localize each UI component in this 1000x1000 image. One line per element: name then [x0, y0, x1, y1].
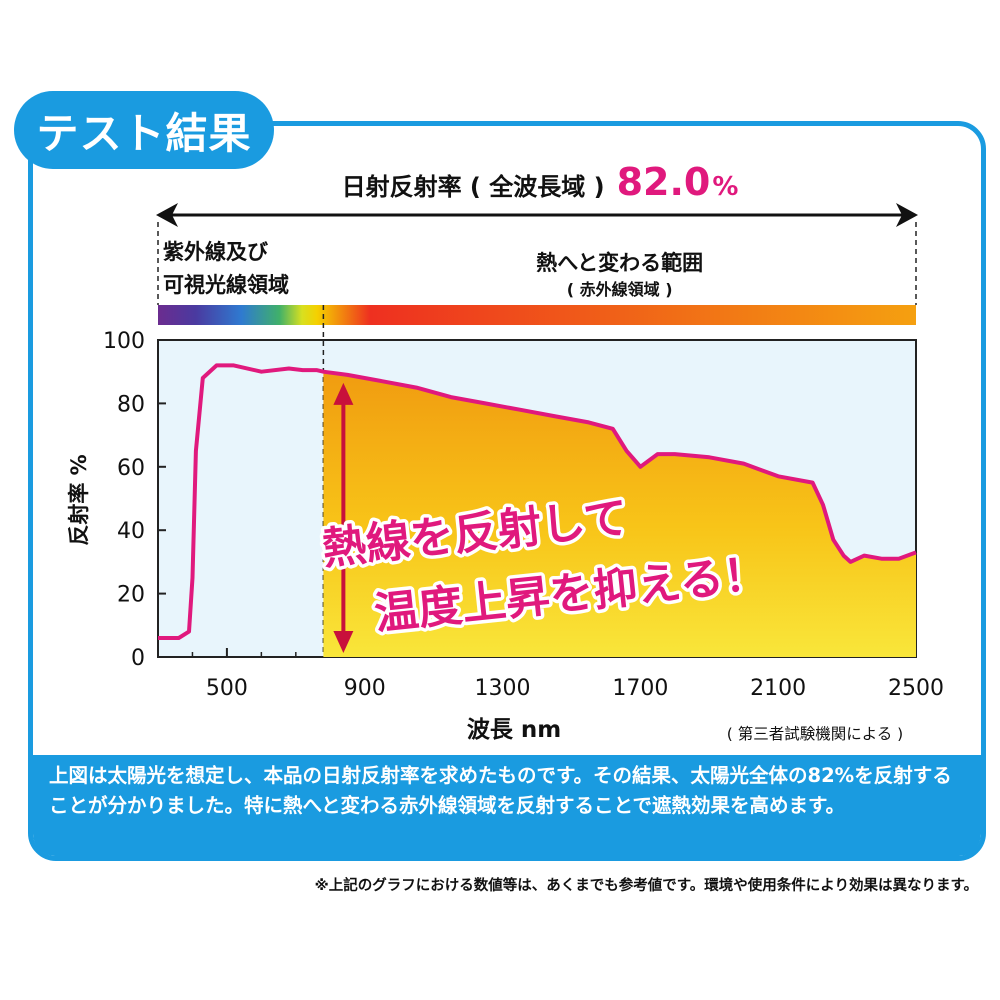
- headline-value: 82.0: [616, 160, 711, 204]
- heat-arrow-bottom: [333, 631, 354, 653]
- uv-region-label-1: 紫外線及び: [163, 240, 268, 264]
- uv-region-label-2: 可視光線領域: [163, 273, 289, 297]
- headline: 日射反射率 ( 全波長域 ) 82.0 %: [160, 160, 920, 210]
- spectrum-bar: [158, 305, 916, 325]
- title-text: テスト結果: [36, 108, 252, 158]
- ir-region-sub: ( 赤外線領域 ): [567, 280, 673, 299]
- y-tick-label: 80: [117, 392, 145, 417]
- heat-arrow-top: [333, 382, 354, 405]
- source-note: ( 第三者試験機関による ): [727, 725, 903, 743]
- y-tick-label: 40: [117, 519, 145, 544]
- x-tick-label: 1300: [475, 676, 531, 701]
- x-tick-label: 900: [344, 676, 386, 701]
- headline-label: 日射反射率 ( 全波長域 ): [341, 173, 605, 201]
- x-axis-label: 波長 nm: [467, 717, 561, 743]
- x-tick-label: 1700: [612, 676, 668, 701]
- summary-panel: 上図は太陽光を想定し、本品の日射反射率を求めたものです。その結果、太陽光全体の8…: [33, 755, 981, 856]
- x-tick-label: 500: [206, 676, 248, 701]
- title-tab: テスト結果: [14, 91, 274, 169]
- y-tick-label: 100: [103, 329, 145, 354]
- y-axis-label: 反射率 %: [67, 454, 91, 545]
- range-arrow-right: [896, 203, 918, 227]
- headline-unit: %: [712, 172, 739, 202]
- footnote: ※上記のグラフにおける数値等は、あくまでも参考値です。環境や使用条件により効果は…: [314, 878, 978, 894]
- x-tick-label: 2500: [888, 676, 944, 701]
- range-arrow-left: [156, 203, 178, 227]
- ir-region-title: 熱へと変わる範囲: [536, 251, 703, 275]
- x-tick-label: 2100: [750, 676, 806, 701]
- infrared-fill: [323, 371, 916, 657]
- reflectance-line: [158, 363, 917, 640]
- y-tick-label: 60: [117, 456, 145, 481]
- y-tick-label: 0: [131, 646, 145, 671]
- y-tick-label: 20: [117, 583, 145, 608]
